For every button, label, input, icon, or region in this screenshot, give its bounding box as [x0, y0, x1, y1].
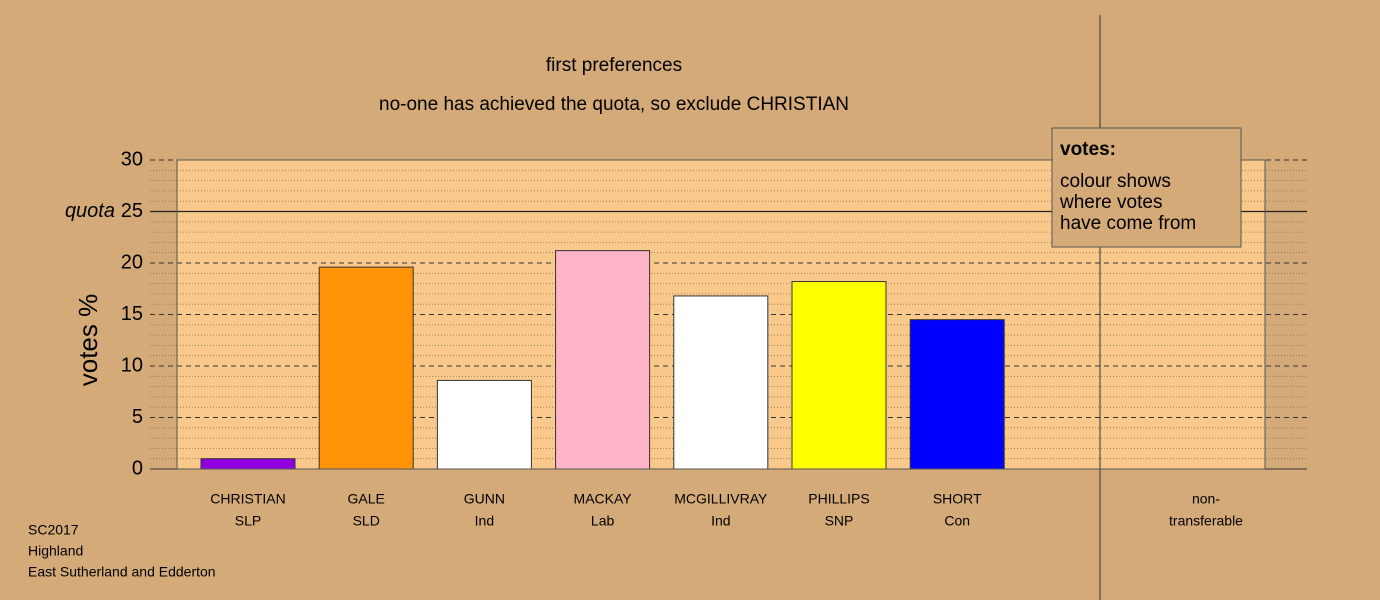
y-tick-label: 25	[121, 200, 143, 222]
x-tick-label: SHORT	[933, 491, 982, 507]
x-tick-sublabel: SNP	[825, 513, 854, 529]
legend-text: have come from	[1060, 213, 1196, 234]
bars	[200, 250, 1005, 470]
bar	[200, 458, 296, 470]
plot-frame	[176, 159, 1266, 470]
y-tick-label: 30	[121, 148, 143, 170]
bar	[673, 295, 769, 470]
bar	[909, 319, 1005, 470]
x-tick-sublabel: SLD	[353, 513, 380, 529]
x-tick-sublabel: SLP	[235, 513, 261, 529]
y-axis-label: votes %	[73, 294, 103, 387]
chart-title: first preferences	[546, 55, 682, 76]
y-tick-label: 0	[132, 457, 143, 479]
legend-text: colour shows	[1060, 171, 1171, 192]
x-tick-label: MACKAY	[574, 491, 633, 507]
x-tick-sublabel: Con	[944, 513, 970, 529]
footer-line: Highland	[28, 543, 83, 559]
legend-title: votes:	[1060, 139, 1116, 160]
y-tick-label: 15	[121, 303, 143, 325]
bar	[318, 266, 414, 470]
x-tick-sublabel: Ind	[475, 513, 494, 529]
quota-label: quota	[65, 200, 115, 222]
legend-box	[1051, 127, 1242, 248]
footer-line: East Sutherland and Edderton	[28, 564, 216, 580]
legend-text: where votes	[1059, 192, 1162, 213]
bar	[555, 250, 651, 470]
y-tick-label: 5	[132, 406, 143, 428]
x-tick-sublabel: Lab	[591, 513, 615, 529]
footer-line: SC2017	[28, 522, 79, 538]
y-tick-label: 10	[121, 354, 143, 376]
bar	[791, 281, 887, 470]
x-tick-label: transferable	[1169, 513, 1243, 529]
x-tick-sublabel: Ind	[711, 513, 730, 529]
x-tick-label: PHILLIPS	[808, 491, 869, 507]
x-tick-label: MCGILLIVRAY	[674, 491, 768, 507]
chart-subtitle: no-one has achieved the quota, so exclud…	[379, 94, 849, 115]
x-tick-label: CHRISTIAN	[210, 491, 285, 507]
x-tick-label: GUNN	[464, 491, 505, 507]
x-tick-label: non-	[1192, 491, 1220, 507]
bar	[436, 379, 532, 470]
legend: votes: colour shows where votes have com…	[1051, 127, 1242, 248]
y-tick-label: 20	[121, 251, 143, 273]
x-tick-label: GALE	[348, 491, 385, 507]
